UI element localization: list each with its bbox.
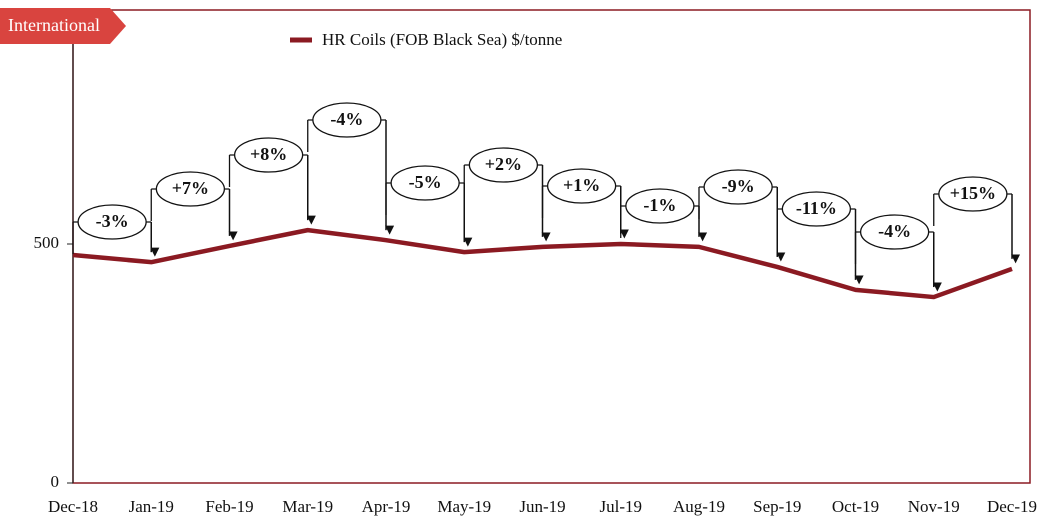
x-tick-label: Sep-19 — [753, 497, 801, 516]
x-tick-label: Nov-19 — [908, 497, 960, 516]
annotation-label: -3% — [96, 211, 129, 231]
x-tick-label: Jun-19 — [519, 497, 565, 516]
annotation-bubble — [390, 165, 460, 201]
annotation-label: -5% — [409, 172, 442, 192]
x-tick-label: Oct-19 — [832, 497, 879, 516]
annotation-bubble — [781, 191, 852, 227]
annotation-label: +2% — [485, 154, 522, 174]
annotation-label: -1% — [643, 195, 676, 215]
annotation-bubble — [703, 169, 773, 205]
annotation-label: +8% — [250, 144, 287, 164]
x-tick-label: Feb-19 — [205, 497, 253, 516]
annotation-label: -11% — [796, 198, 837, 218]
x-tick-label: Mar-19 — [282, 497, 333, 516]
section-title: International — [8, 15, 100, 35]
x-tick-label: Jul-19 — [600, 497, 643, 516]
y-tick-label: 500 — [34, 233, 60, 252]
annotation-bubble — [859, 214, 930, 250]
annotation-bubble — [938, 176, 1008, 212]
annotation-label: -9% — [722, 176, 755, 196]
annotation-label: +15% — [950, 183, 996, 203]
annotation-label: -4% — [330, 109, 363, 129]
annotation-bubble — [546, 168, 617, 204]
x-tick-label: Apr-19 — [362, 497, 411, 516]
x-tick-label: Dec-19 — [987, 497, 1037, 516]
annotation-bubble — [625, 188, 695, 224]
x-tick-label: Aug-19 — [673, 497, 725, 516]
section-tag — [0, 8, 126, 44]
y-tick-label: 0 — [51, 472, 60, 491]
annotation-bubble — [77, 204, 147, 240]
data-line — [72, 227, 1013, 300]
annotation-bubble — [155, 171, 226, 207]
x-tick-label: May-19 — [437, 497, 491, 516]
legend-label: HR Coils (FOB Black Sea) $/tonne — [322, 30, 562, 49]
annotation-bubble — [312, 102, 382, 138]
annotation-bubble — [233, 137, 304, 173]
annotation-label: +7% — [172, 178, 209, 198]
annotation-label: +1% — [563, 175, 600, 195]
annotation-label: -4% — [878, 221, 911, 241]
x-tick-label: Dec-18 — [48, 497, 98, 516]
annotation-bubble — [468, 147, 539, 183]
x-tick-label: Jan-19 — [129, 497, 174, 516]
